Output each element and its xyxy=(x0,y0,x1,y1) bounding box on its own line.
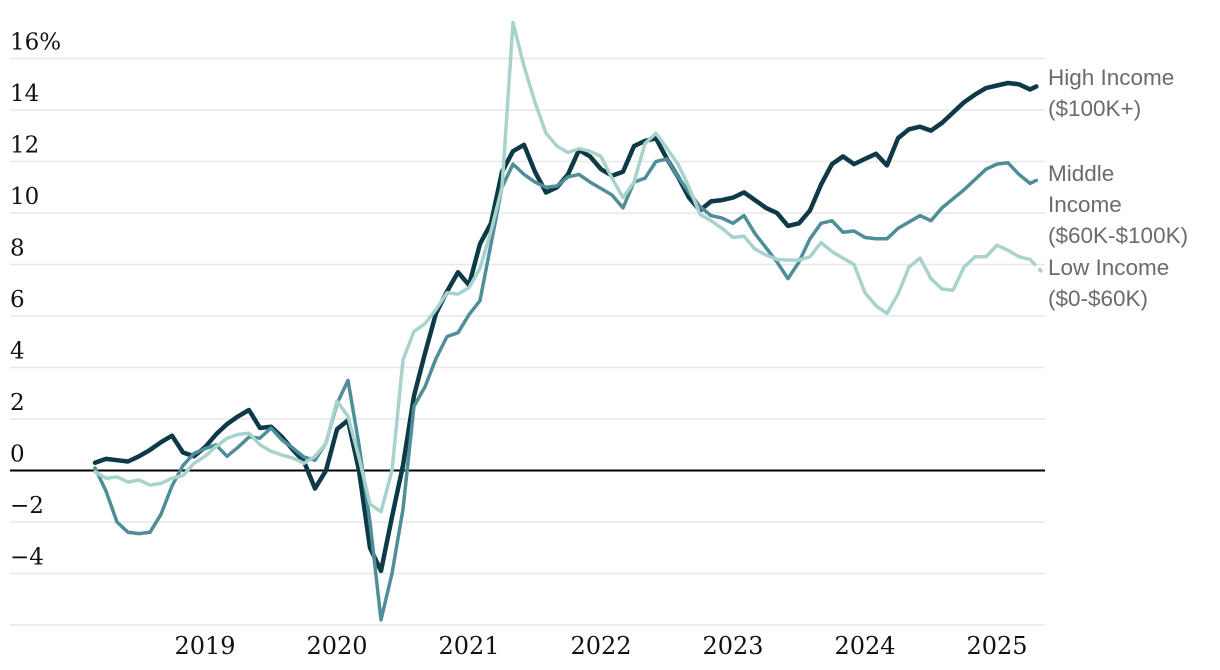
legend-middle-income-line1: Middle xyxy=(1048,161,1115,186)
legend-low-income-line1: Low Income xyxy=(1048,255,1170,280)
series-line-dashed-tail xyxy=(1027,82,1044,92)
x-tick-label: 2024 xyxy=(834,632,895,660)
legend-high-income-line2: ($100K+) xyxy=(1048,96,1142,121)
y-tick-label: 16% xyxy=(10,30,61,56)
y-tick-label: 8 xyxy=(10,236,25,262)
legend-middle-income-line3: ($60K-$100K) xyxy=(1048,223,1189,248)
x-tick-label: 2020 xyxy=(306,632,367,660)
series-line xyxy=(93,157,1032,622)
series-line-dashed-tail xyxy=(1028,176,1043,186)
y-tick-label: −2 xyxy=(10,493,44,519)
y-tick-label: 4 xyxy=(10,339,25,365)
y-tick-label: 2 xyxy=(10,390,25,416)
legend-high-income-line1: High Income xyxy=(1048,65,1175,90)
y-tick-label: 6 xyxy=(10,287,25,313)
x-tick-label: 2023 xyxy=(702,632,763,660)
series-line-dashed-tail xyxy=(1028,257,1043,273)
legend-middle-income-line2: Income xyxy=(1048,192,1122,217)
y-tick-label: 14 xyxy=(10,81,39,107)
legend-middle-income: Middle Income ($60K-$100K) xyxy=(1048,158,1218,251)
x-tick-label: 2021 xyxy=(438,632,499,660)
legend-low-income: Low Income ($0-$60K) xyxy=(1048,252,1218,314)
y-tick-label: 12 xyxy=(10,133,39,159)
y-tick-label: −4 xyxy=(10,545,44,571)
series-line xyxy=(92,80,1033,574)
y-tick-label: 0 xyxy=(10,442,25,468)
x-tick-label: 2025 xyxy=(966,632,1027,660)
legend-high-income: High Income ($100K+) xyxy=(1048,62,1218,124)
x-tick-label: 2022 xyxy=(570,632,631,660)
series-line xyxy=(93,20,1032,514)
x-tick-label: 2019 xyxy=(174,632,235,660)
y-tick-label: 10 xyxy=(10,184,39,210)
legend-low-income-line2: ($0-$60K) xyxy=(1048,286,1149,311)
